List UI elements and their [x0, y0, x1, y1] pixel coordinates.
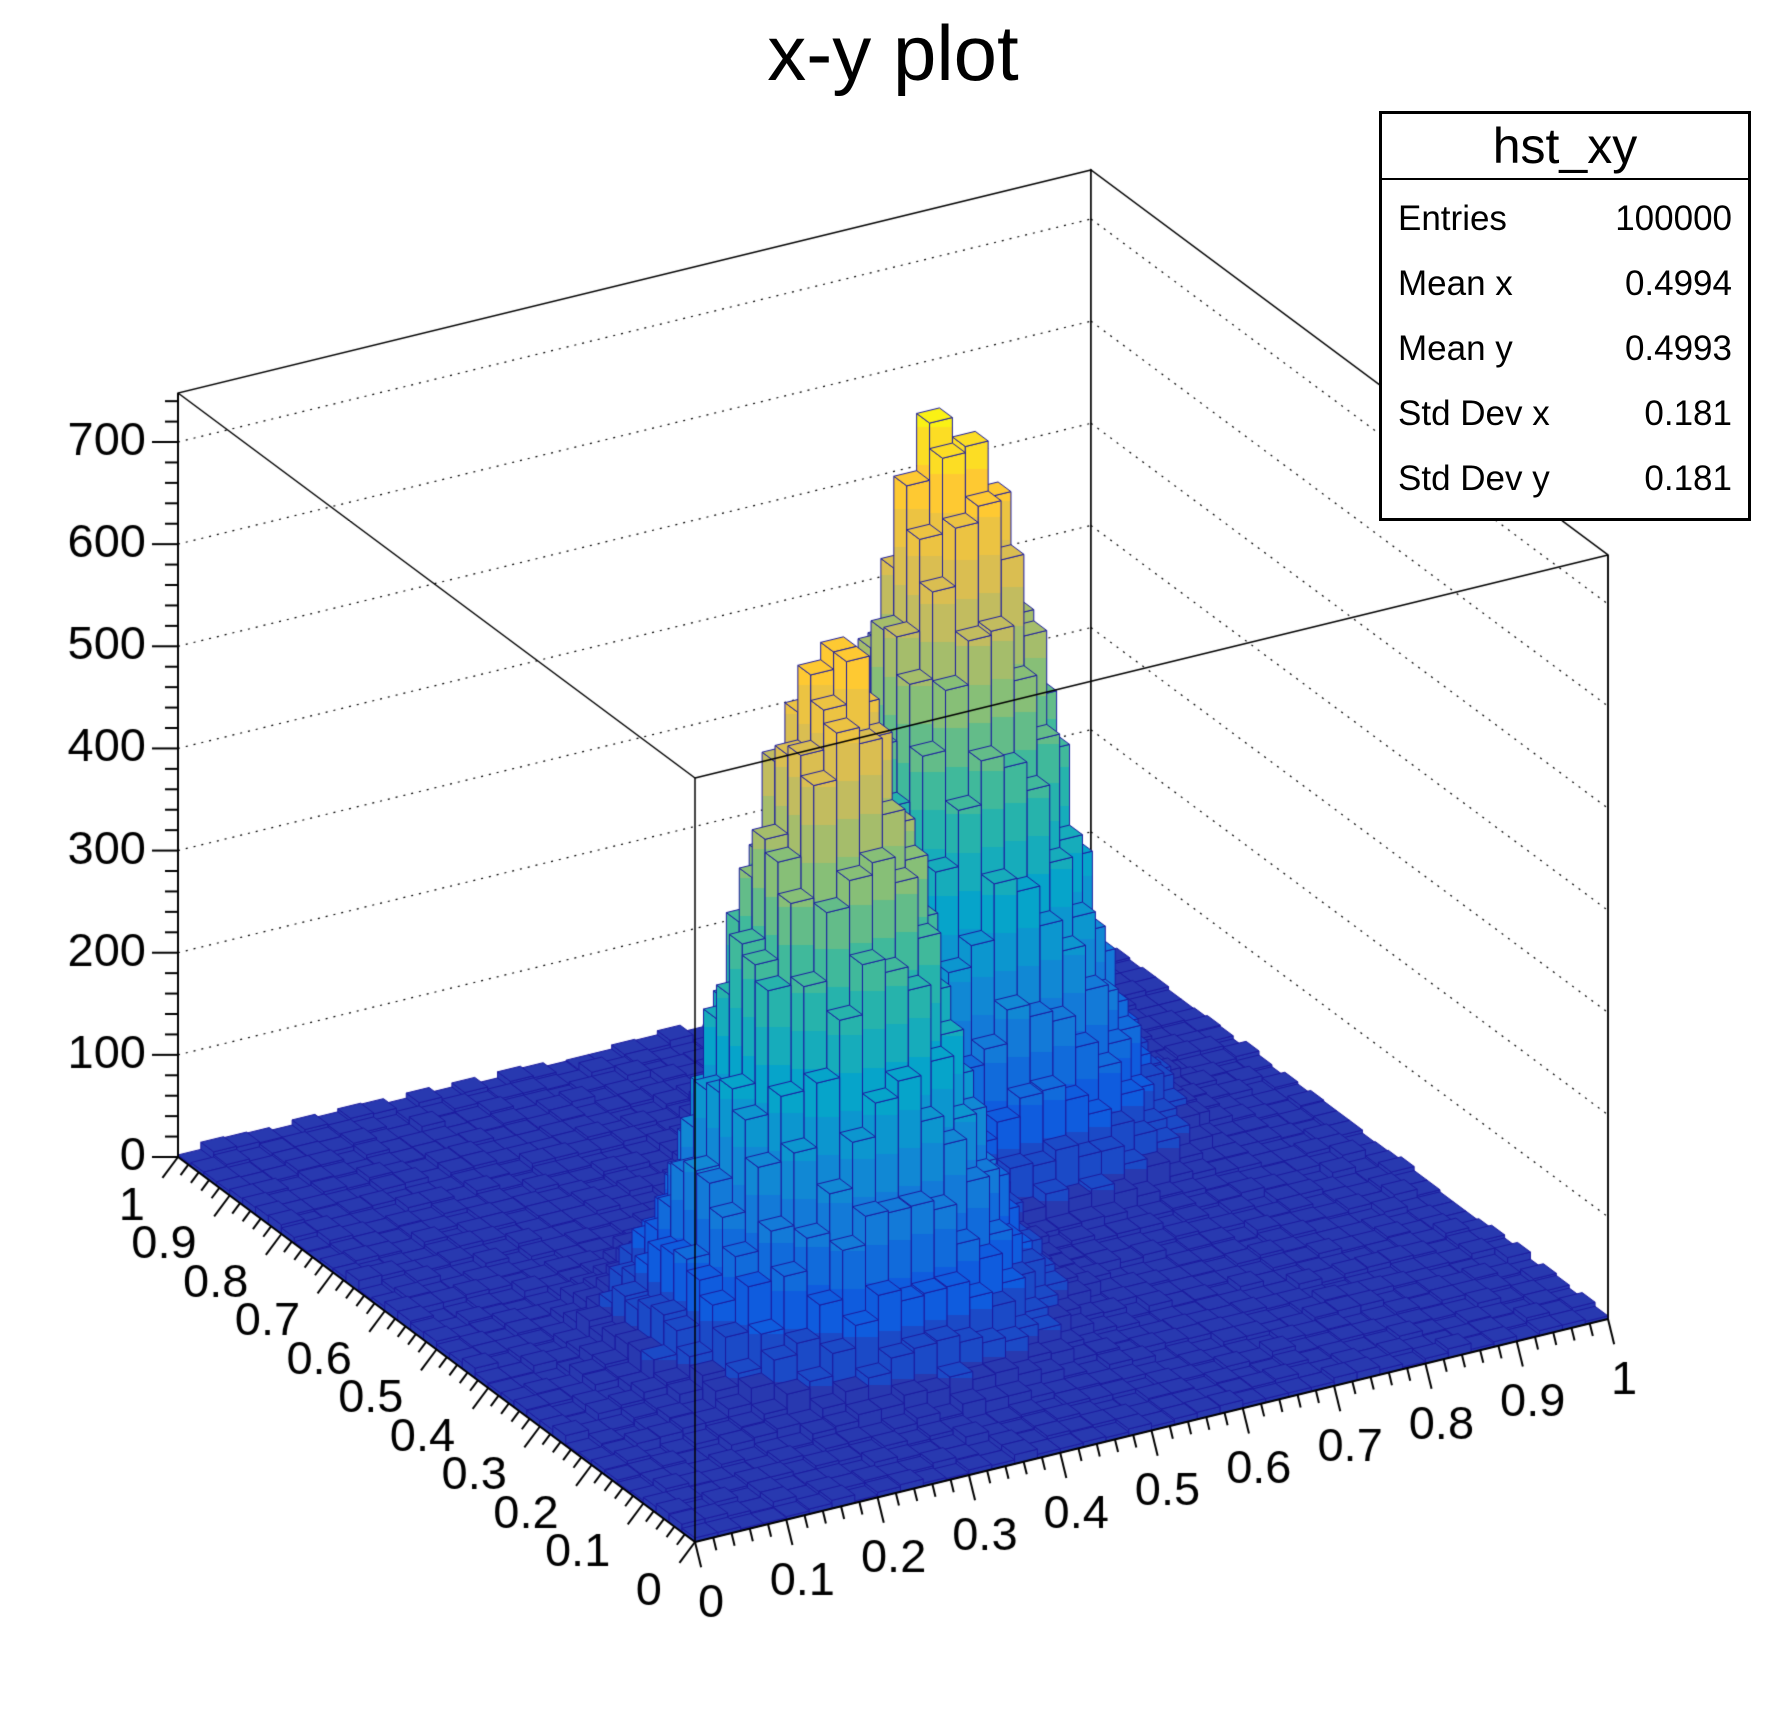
- stats-row-std-dev-y: Std Dev y 0.181: [1382, 459, 1748, 499]
- stats-box: hst_xy Entries 100000 Mean x 0.4994 Mean…: [1379, 111, 1751, 521]
- std-dev-x-value: 0.181: [1644, 394, 1732, 434]
- stats-row-mean-y: Mean y 0.4993: [1382, 329, 1748, 369]
- mean-y-value: 0.4993: [1624, 328, 1732, 368]
- stats-row-entries: Entries 100000: [1382, 199, 1748, 239]
- std-dev-x-label: Std Dev x: [1398, 394, 1550, 434]
- entries-value: 100000: [1615, 198, 1732, 238]
- entries-label: Entries: [1398, 198, 1507, 238]
- mean-x-value: 0.4994: [1624, 263, 1732, 303]
- stats-rows: Entries 100000 Mean x 0.4994 Mean y 0.49…: [1382, 180, 1748, 518]
- stats-row-mean-x: Mean x 0.4994: [1382, 264, 1748, 304]
- chart-title: x-y plot: [767, 9, 1019, 97]
- std-dev-y-value: 0.181: [1644, 459, 1732, 499]
- std-dev-y-label: Std Dev y: [1398, 459, 1550, 499]
- stats-row-std-dev-x: Std Dev x 0.181: [1382, 394, 1748, 434]
- stats-title: hst_xy: [1382, 114, 1748, 180]
- mean-y-label: Mean y: [1398, 328, 1513, 368]
- mean-x-label: Mean x: [1398, 263, 1513, 303]
